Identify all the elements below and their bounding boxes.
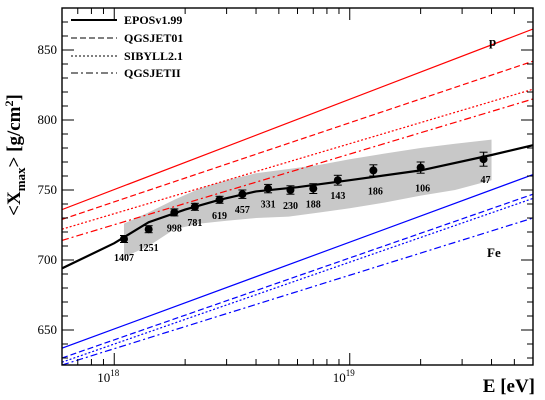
legend: EPOSv1.99 QGSJET01 SIBYLL2.1 QGSJETII [71,13,183,80]
model-lines-layer [62,28,533,365]
data-fit-line [62,144,533,270]
iron-sibyll-line [62,197,533,363]
data-fit-layer [62,144,533,270]
data-point-1407 [119,235,128,243]
event-count-186: 186 [368,186,383,197]
data-point-186 [369,166,378,175]
event-count-619: 619 [212,211,227,222]
y-axis-title: <Xmax> [g/cm2] [2,94,28,216]
event-count-1407: 1407 [114,253,134,264]
legend-label-sibyll: SIBYLL2.1 [124,49,183,63]
systematic-band [123,139,492,258]
event-count-47: 47 [481,175,491,186]
data-point-457 [238,190,247,199]
data-point-1251 [144,225,153,234]
proton-sibyll-line [62,88,533,230]
x-tick-label-10e19: 1019 [333,368,356,385]
legend-label-qgsjetii: QGSJETII [124,66,181,80]
event-count-1251: 1251 [139,243,159,254]
event-count-230: 230 [283,201,298,212]
event-count-331: 331 [261,200,276,211]
data-point-781 [190,202,199,211]
data-point-106 [416,163,425,172]
group-label-fe: Fe [487,245,501,260]
y-axis-ticks: 650 700 750 800 850 [38,21,533,359]
data-point-998 [170,208,179,217]
legend-label-qgsjet01: QGSJET01 [124,31,183,45]
y-tick-label-750: 750 [38,182,58,197]
event-count-188: 188 [306,200,321,211]
legend-label-epos: EPOSv1.99 [124,13,182,27]
data-point-47 [479,155,488,164]
event-count-998: 998 [167,223,182,234]
proton-qgsjetii-line [62,98,533,241]
y-tick-label-800: 800 [38,112,58,127]
event-count-143: 143 [330,191,345,202]
data-point-619 [215,195,224,204]
data-point-230 [286,186,295,194]
y-tick-label-650: 650 [38,322,58,337]
y-tick-label-700: 700 [38,252,58,267]
proton-qgsjet01-line [62,60,533,220]
event-count-457: 457 [235,205,250,216]
y-tick-label-850: 850 [38,42,58,57]
iron-qgsjet01-line [62,193,533,359]
iron-epos-line [62,174,533,349]
data-point-331 [264,184,273,193]
event-count-781: 781 [187,218,202,229]
iron-qgsjetii-line [62,217,533,365]
data-point-143 [333,176,342,185]
x-tick-label-10e18: 1018 [97,368,120,385]
group-label-p: p [489,34,496,49]
systematic-band-layer [123,139,492,258]
data-point-188 [309,184,318,193]
proton-epos-line [62,28,533,211]
x-axis-title: E [eV] [483,376,535,397]
event-count-106: 106 [415,184,430,195]
data-points-layer [119,151,488,243]
event-count-labels: 1407 1251 998 781 619 457 331 230 188 143 186 106 47 [114,175,491,264]
x-axis-ticks: 1018 1019 [61,8,534,385]
